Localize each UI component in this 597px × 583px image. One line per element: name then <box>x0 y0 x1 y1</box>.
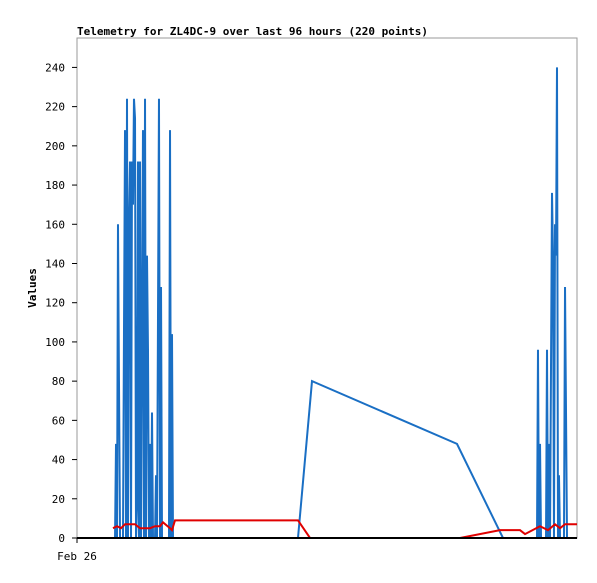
chart-title: Telemetry for ZL4DC-9 over last 96 hours… <box>77 25 428 38</box>
y-tick-label: 0 <box>58 532 65 545</box>
y-tick-label: 140 <box>45 257 65 270</box>
y-tick-label: 240 <box>45 61 65 74</box>
x-tick-label: Feb 26 <box>57 550 97 563</box>
y-tick-label: 160 <box>45 218 65 231</box>
y-tick-label: 40 <box>52 454 65 467</box>
y-tick-label: 120 <box>45 297 65 310</box>
y-tick-label: 200 <box>45 140 65 153</box>
y-tick-label: 80 <box>52 375 65 388</box>
y-tick-label: 180 <box>45 179 65 192</box>
y-tick-label: 100 <box>45 336 65 349</box>
y-tick-label: 60 <box>52 414 65 427</box>
series-line <box>112 519 577 539</box>
y-axis-label: Values <box>26 268 39 308</box>
y-tick-label: 220 <box>45 101 65 114</box>
y-tick-label: 20 <box>52 493 65 506</box>
